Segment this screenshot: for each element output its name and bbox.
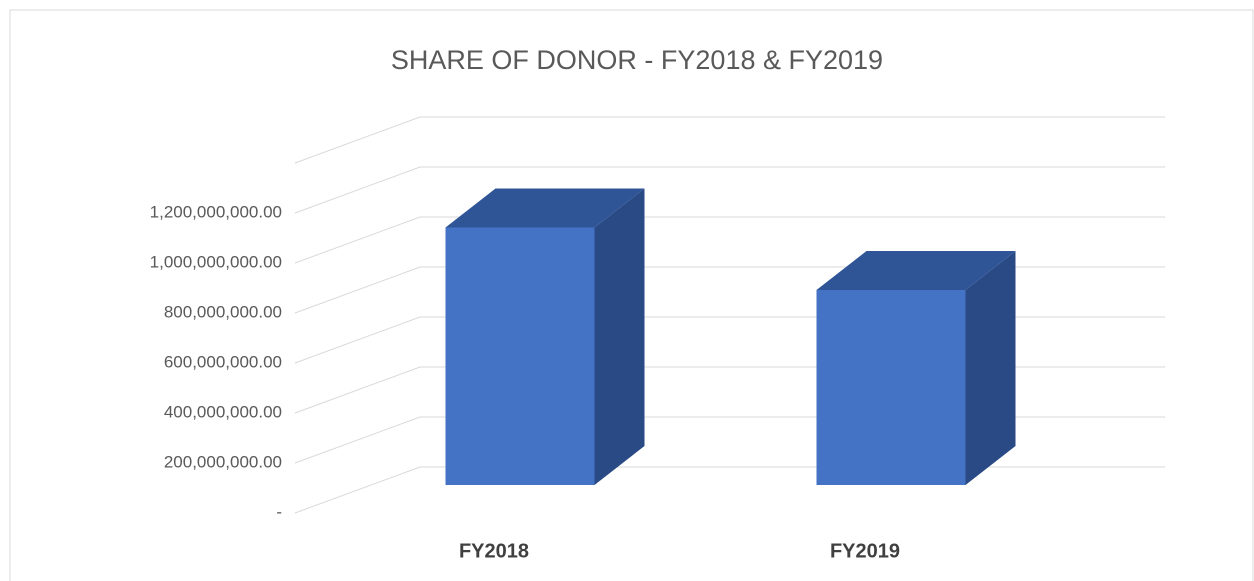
y-tick-label: -	[276, 502, 282, 521]
grid-line	[294, 116, 421, 164]
bar-top	[445, 188, 645, 228]
grid-line	[294, 416, 421, 464]
x-tick-label: FY2018	[459, 540, 529, 562]
y-tick-label: 200,000,000.00	[164, 452, 282, 471]
y-tick-label: 600,000,000.00	[164, 352, 282, 371]
grid-line	[294, 316, 421, 364]
grid-line	[294, 366, 421, 414]
bar-top	[816, 251, 1016, 290]
y-tick-label: 1,000,000,000.00	[150, 252, 282, 271]
grid-line	[294, 266, 421, 314]
bar-side	[965, 251, 1016, 485]
grid-line	[294, 216, 421, 264]
y-tick-label: 400,000,000.00	[164, 402, 282, 421]
chart-title: SHARE OF DONOR - FY2018 & FY2019	[391, 45, 883, 75]
grid-line	[294, 466, 421, 514]
grid-line	[294, 166, 421, 214]
y-tick-label: 1,200,000,000.00	[150, 202, 282, 221]
bar	[445, 227, 595, 485]
bar-side	[594, 188, 645, 485]
bar	[816, 290, 966, 485]
y-tick-label: 800,000,000.00	[164, 302, 282, 321]
x-tick-label: FY2019	[830, 540, 900, 562]
